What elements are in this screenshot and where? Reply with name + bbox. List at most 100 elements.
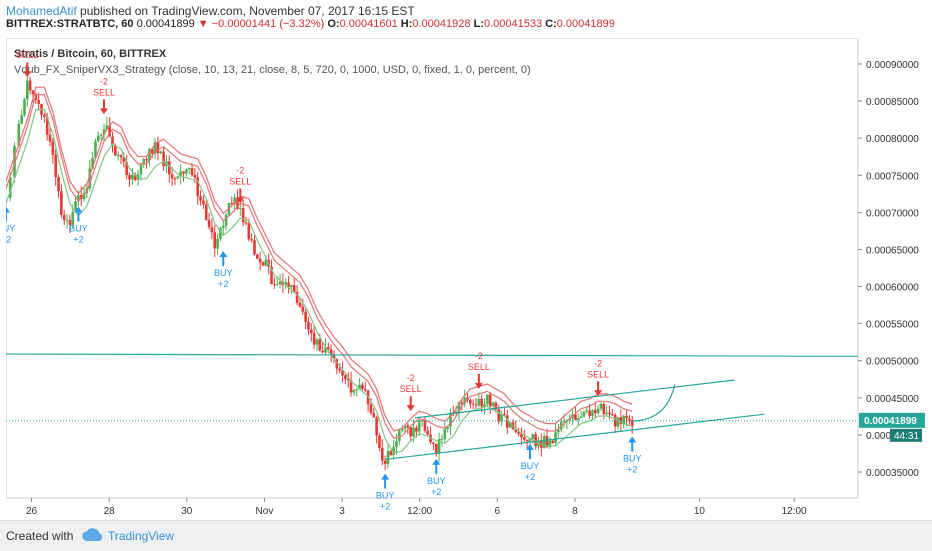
candle-body [37,99,40,104]
buy-arrow-icon [74,206,83,213]
candle-body [23,99,26,116]
candle-body [471,403,475,405]
publish-text: published on TradingView.com, November 0… [76,4,415,18]
candle-body [150,148,154,154]
candle-body [545,436,549,448]
sell-signal-label: SELL [468,362,490,372]
x-tick-label: 28 [104,506,116,517]
candle-body [324,347,327,353]
tradingview-link[interactable]: TradingView [108,529,175,543]
candle-body [417,420,421,432]
y-tick-label: 0.00035000 [866,468,919,479]
candle-body [542,436,546,448]
candle-body [264,260,268,266]
candle-body [230,203,234,205]
price-chart[interactable]: 0.00090000 0.00085000 0.00080000 0.00075000… [0,37,926,520]
candle-body [477,398,481,406]
candle-body [77,194,80,202]
x-tick-label: 30 [181,506,193,517]
candle-body [341,370,344,376]
sell-arrow-icon [406,405,415,412]
candle-body [136,174,140,180]
candle-body [307,321,310,330]
tradingview-cloud-icon [82,528,103,541]
candle-body [71,212,75,225]
candle-body [514,429,518,432]
candle-body [375,417,378,436]
candle-body [594,410,597,414]
candle-body [122,157,126,162]
candle-body [628,418,631,421]
candle-body [531,434,535,439]
sell-signal-label: SELL [93,87,115,97]
y-tick-label: 0.00070000 [866,208,919,219]
high-label: H: [400,18,413,30]
candle-body [332,354,336,360]
candle-body [395,441,398,448]
candle-body [68,219,72,225]
candle-body [114,145,117,156]
price-badge-label: 0.00041899 [864,416,917,427]
candle-body [34,93,38,100]
candle-body [221,225,225,228]
sell-arrow-icon [23,71,32,78]
y-tick-label: 0.00065000 [866,245,919,256]
sell-signal-qty: -2 [100,76,108,86]
countdown-label: 44:31 [894,431,919,442]
ma-line-red [5,94,633,440]
candle-body [43,114,46,117]
author-link[interactable]: MohamedAtif [6,4,77,18]
candle-body [125,161,128,176]
buy-arrow-icon [432,458,441,465]
sell-signal-label: SELL [400,384,422,394]
candle-body [457,402,461,412]
candle-body [488,394,492,407]
candle-body [51,141,55,155]
sell-arrow-icon [594,390,603,397]
candle-body [398,430,401,442]
candle-body [168,161,171,175]
candle-body [233,197,236,205]
candle-body [236,197,239,209]
candle-body [190,168,194,175]
candle-body [616,417,620,427]
x-tick-label: 6 [495,506,501,517]
y-tick-label: 0.00090000 [866,60,919,71]
candle-body [210,227,214,233]
buy-arrow-icon [525,443,534,450]
candle-body [619,417,623,424]
buy-signal-label: BUY [623,454,642,464]
x-tick-label: 8 [572,506,578,517]
candle-body [588,410,591,416]
candle-body [622,415,625,424]
candle-body [310,329,313,334]
candle-body [611,414,614,416]
buy-signal-qty: +2 [431,487,441,497]
candle-body [216,238,219,249]
sell-signal-label: SELL [229,176,251,186]
price-change: −0.00001441 (−3.32%) [211,18,325,30]
candle-body [284,282,288,285]
candle-body [74,201,77,213]
candle-body [369,404,373,413]
candle-body [102,129,106,135]
candle-body [406,425,410,428]
candle-body [182,171,185,174]
candle-body [383,460,387,464]
candle-body [605,412,608,415]
candle-body [57,177,60,192]
candle-body [48,134,52,142]
indicator-subtitle: Vdub_FX_SniperVX3_Strategy (close, 10, 1… [14,64,531,76]
candle-body [145,159,148,161]
y-tick-label: 0.00050000 [866,357,919,368]
x-tick-label: Nov [256,506,274,517]
chart-area[interactable]: 0.00090000 0.00085000 0.00080000 0.00075000… [0,37,926,520]
candle-body [520,433,523,438]
buy-arrow-icon [381,473,390,480]
candle-body [480,398,483,407]
candle-body [449,412,452,427]
candle-body [111,136,114,146]
high-value: 0.00041928 [412,18,471,30]
candle-body [247,223,251,240]
candle-body [26,80,29,100]
